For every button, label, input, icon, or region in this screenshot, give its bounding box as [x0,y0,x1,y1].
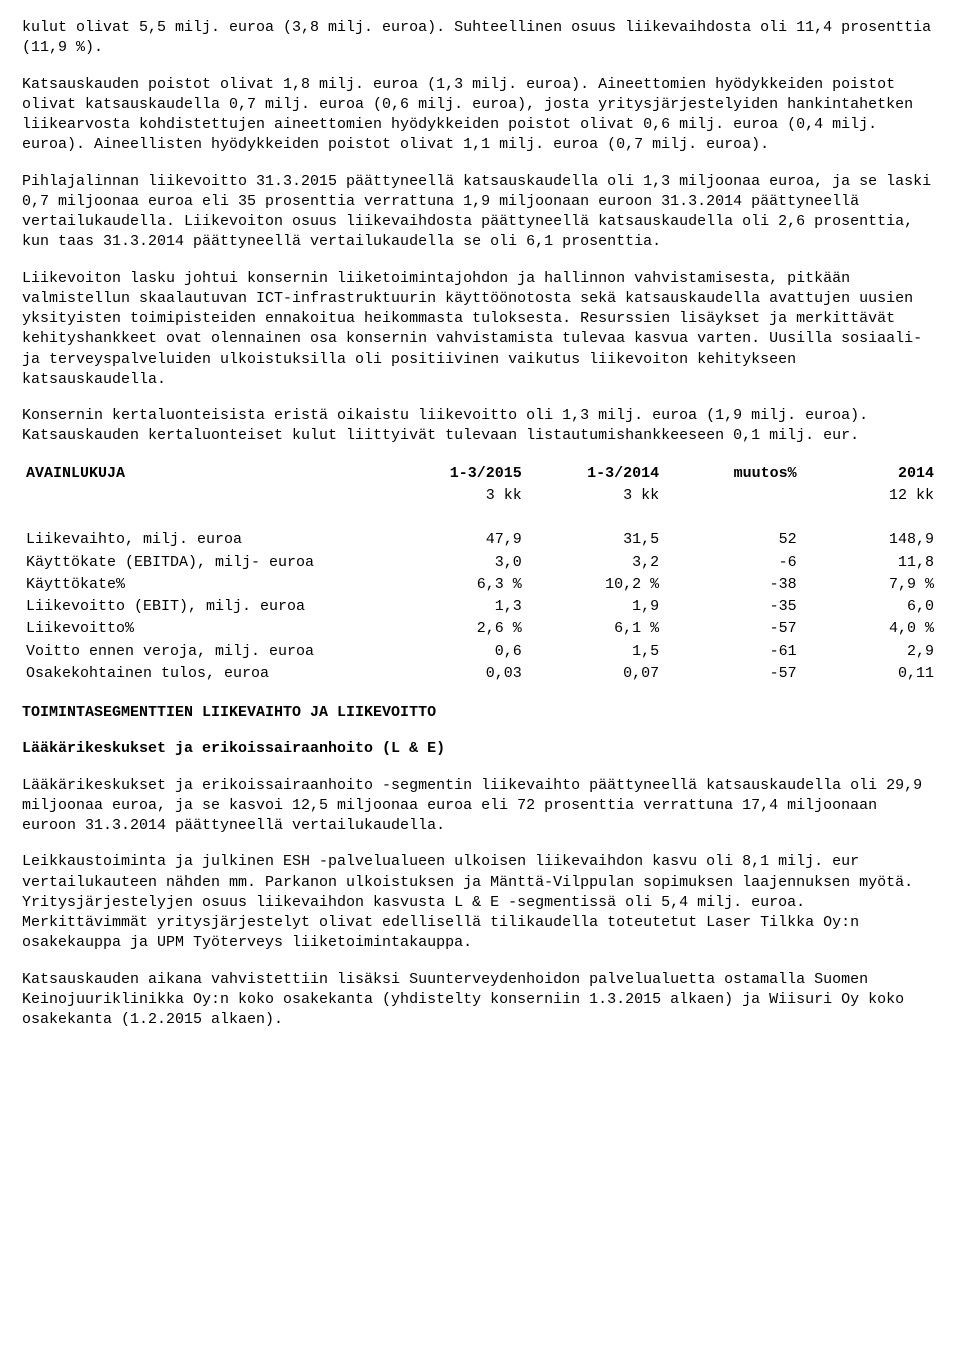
row-label: Käyttökate% [22,574,388,596]
key-figures-table: AVAINLUKUJA 1-3/2015 1-3/2014 muutos% 20… [22,463,938,686]
cell: 10,2 % [526,574,663,596]
row-label: Liikevoitto (EBIT), milj. euroa [22,596,388,618]
table-subheader-row: 3 kk 3 kk 12 kk [22,485,938,507]
table-row: Osakekohtainen tulos, euroa0,030,07-570,… [22,663,938,685]
table-header: 1-3/2015 [388,463,525,485]
cell: 1,9 [526,596,663,618]
table-row: Liikevoitto (EBIT), milj. euroa1,31,9-35… [22,596,938,618]
cell: -38 [663,574,800,596]
section-heading: TOIMINTASEGMENTTIEN LIIKEVAIHTO JA LIIKE… [22,703,938,723]
row-label: Käyttökate (EBITDA), milj- euroa [22,552,388,574]
cell: 47,9 [388,529,525,551]
cell: 0,11 [801,663,938,685]
row-label: Liikevoitto% [22,618,388,640]
cell: 3,0 [388,552,525,574]
cell: -57 [663,663,800,685]
cell: 0,07 [526,663,663,685]
cell: 3,2 [526,552,663,574]
row-label: Liikevaihto, milj. euroa [22,529,388,551]
table-title: AVAINLUKUJA [22,463,388,485]
cell: 52 [663,529,800,551]
cell: 148,9 [801,529,938,551]
paragraph: Katsauskauden poistot olivat 1,8 milj. e… [22,75,938,156]
paragraph: Konsernin kertaluonteisista eristä oikai… [22,406,938,447]
paragraph: Pihlajalinnan liikevoitto 31.3.2015 päät… [22,172,938,253]
cell: 6,3 % [388,574,525,596]
table-subheader [663,485,800,507]
cell: -57 [663,618,800,640]
cell: 31,5 [526,529,663,551]
paragraph: Katsauskauden aikana vahvistettiin lisäk… [22,970,938,1031]
row-label: Voitto ennen veroja, milj. euroa [22,641,388,663]
paragraph: Leikkaustoiminta ja julkinen ESH -palvel… [22,852,938,953]
cell: 0,6 [388,641,525,663]
subsection-heading: Lääkärikeskukset ja erikoissairaanhoito … [22,739,938,759]
table-row: Liikevoitto%2,6 %6,1 %-574,0 % [22,618,938,640]
table-subheader: 12 kk [801,485,938,507]
table-header: muutos% [663,463,800,485]
cell: 7,9 % [801,574,938,596]
cell: 2,6 % [388,618,525,640]
row-label: Osakekohtainen tulos, euroa [22,663,388,685]
table-subheader: 3 kk [388,485,525,507]
cell: 6,1 % [526,618,663,640]
cell: -35 [663,596,800,618]
table-row: Voitto ennen veroja, milj. euroa0,61,5-6… [22,641,938,663]
cell: 4,0 % [801,618,938,640]
table-header: 2014 [801,463,938,485]
table-row: Käyttökate%6,3 %10,2 %-387,9 % [22,574,938,596]
cell: -6 [663,552,800,574]
paragraph: kulut olivat 5,5 milj. euroa (3,8 milj. … [22,18,938,59]
cell: -61 [663,641,800,663]
table-subheader: 3 kk [526,485,663,507]
table-row: Käyttökate (EBITDA), milj- euroa3,03,2-6… [22,552,938,574]
cell: 1,3 [388,596,525,618]
cell: 1,5 [526,641,663,663]
cell: 2,9 [801,641,938,663]
cell: 11,8 [801,552,938,574]
table-header-row: AVAINLUKUJA 1-3/2015 1-3/2014 muutos% 20… [22,463,938,485]
table-header: 1-3/2014 [526,463,663,485]
cell: 0,03 [388,663,525,685]
paragraph: Liikevoiton lasku johtui konsernin liike… [22,269,938,391]
cell: 6,0 [801,596,938,618]
table-row: Liikevaihto, milj. euroa47,931,552148,9 [22,529,938,551]
spacer-row [22,507,938,529]
paragraph: Lääkärikeskukset ja erikoissairaanhoito … [22,776,938,837]
